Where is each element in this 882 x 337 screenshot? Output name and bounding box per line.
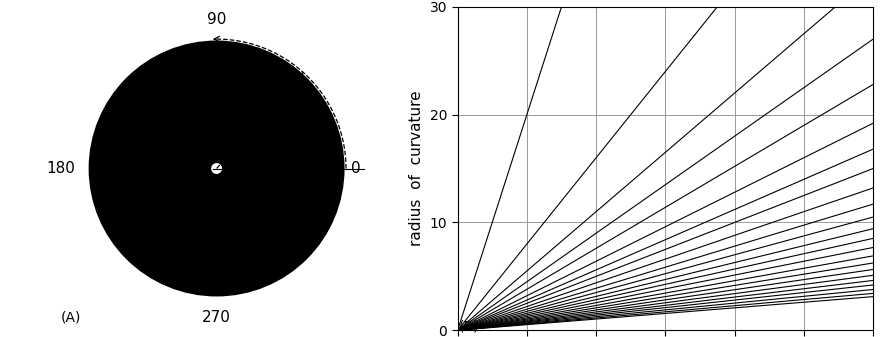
Text: (B): (B) [459,319,479,334]
Text: 270: 270 [202,310,231,325]
Text: 180: 180 [47,161,75,176]
Y-axis label: radius  of  curvature: radius of curvature [409,91,424,246]
Text: 90: 90 [207,12,227,27]
Text: 0: 0 [351,161,361,176]
Text: (A): (A) [61,310,81,324]
Text: $\theta$: $\theta$ [303,124,315,142]
